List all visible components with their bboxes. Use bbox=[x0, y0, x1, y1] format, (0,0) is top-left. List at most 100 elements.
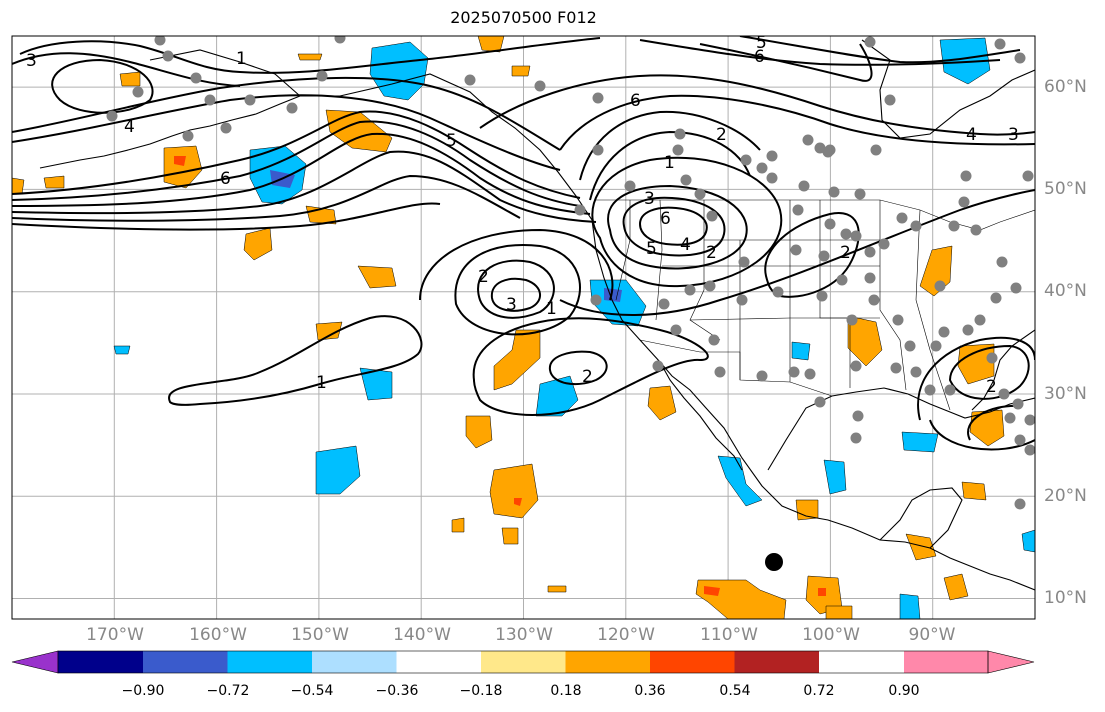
shaded-area bbox=[717, 455, 763, 507]
shaded-area bbox=[901, 431, 939, 453]
colorbar-segment bbox=[396, 651, 481, 673]
colorbar-segment bbox=[904, 651, 988, 673]
contour-label: 5 bbox=[446, 131, 457, 151]
shaded-area bbox=[315, 321, 343, 341]
shaded-area bbox=[174, 156, 186, 166]
station-marker bbox=[534, 80, 546, 92]
station-marker bbox=[804, 368, 816, 380]
station-marker bbox=[864, 246, 876, 258]
contour-line bbox=[589, 130, 751, 201]
station-marker bbox=[818, 250, 830, 262]
contour-label: 4 bbox=[966, 125, 977, 145]
highlight-marker bbox=[765, 553, 783, 571]
station-marker bbox=[316, 70, 328, 82]
contour-line bbox=[454, 244, 581, 336]
station-marker bbox=[772, 286, 784, 298]
shaded-area bbox=[477, 36, 505, 53]
state-border bbox=[879, 200, 907, 391]
shaded-area bbox=[905, 533, 937, 561]
lat-label: 30°N bbox=[1044, 384, 1087, 404]
station-marker bbox=[798, 180, 810, 192]
colorbar-tick: −0.54 bbox=[290, 683, 334, 699]
station-marker bbox=[970, 224, 982, 236]
contour-line bbox=[559, 94, 1035, 151]
lat-label: 40°N bbox=[1044, 281, 1087, 301]
contour-line bbox=[472, 317, 709, 416]
shaded-area bbox=[514, 498, 522, 506]
shaded-area bbox=[113, 345, 131, 355]
contour-line bbox=[168, 315, 423, 406]
shaded-area bbox=[704, 586, 720, 596]
shaded-area bbox=[795, 499, 819, 521]
coastline-hudson bbox=[861, 39, 1035, 139]
shaded-area bbox=[359, 367, 393, 401]
contour-line bbox=[12, 150, 597, 223]
station-marker bbox=[190, 72, 202, 84]
coastline-alaska-peninsula bbox=[39, 95, 301, 169]
shaded-area bbox=[825, 605, 853, 619]
contour-line bbox=[12, 132, 591, 215]
station-marker bbox=[836, 274, 848, 286]
colorbar-tick: 0.72 bbox=[803, 683, 835, 699]
station-marker bbox=[802, 134, 814, 146]
shaded-area bbox=[647, 385, 677, 421]
colorbar-segment bbox=[312, 651, 397, 673]
lon-label: 120°W bbox=[597, 625, 655, 645]
shaded-area bbox=[489, 463, 539, 519]
graticule bbox=[12, 36, 1035, 619]
contour-line bbox=[967, 404, 1021, 441]
contour-label: 6 bbox=[220, 169, 231, 189]
contour-label: 3 bbox=[506, 295, 517, 315]
contour-line bbox=[479, 74, 1035, 136]
contour-line bbox=[419, 228, 614, 301]
colorbar-segment bbox=[227, 651, 312, 673]
station-marker bbox=[958, 196, 970, 208]
contour-label: 1 bbox=[316, 373, 327, 393]
colorbar-segment bbox=[58, 651, 143, 673]
shaded-area bbox=[501, 527, 519, 545]
station-marker bbox=[220, 122, 232, 134]
shaded-area bbox=[451, 517, 465, 533]
lon-label: 110°W bbox=[700, 625, 758, 645]
station-marker bbox=[814, 396, 826, 408]
station-marker bbox=[822, 146, 834, 158]
station-marker bbox=[878, 238, 890, 250]
coastline-east bbox=[971, 329, 1035, 411]
colorbar-tick: −0.36 bbox=[375, 683, 419, 699]
station-marker bbox=[846, 314, 858, 326]
station-marker bbox=[592, 92, 604, 104]
lon-label: 170°W bbox=[86, 625, 144, 645]
shaded-area bbox=[357, 265, 397, 289]
contour-label: 1 bbox=[664, 153, 675, 173]
shaded-area bbox=[325, 109, 393, 153]
station-marker bbox=[850, 360, 862, 372]
contour-label: 2 bbox=[706, 243, 717, 263]
shaded-area bbox=[939, 37, 991, 85]
shaded-area bbox=[791, 341, 811, 361]
shaded-area bbox=[119, 71, 141, 87]
contour-line bbox=[622, 196, 726, 257]
colorbar-segment bbox=[565, 651, 650, 673]
station-marker bbox=[704, 280, 716, 292]
station-marker bbox=[658, 298, 670, 310]
station-marker bbox=[1014, 434, 1026, 446]
contour-line bbox=[739, 36, 1021, 64]
contour-label: 5 bbox=[646, 239, 657, 259]
contour-line bbox=[12, 174, 521, 222]
station-marker bbox=[996, 256, 1008, 268]
station-marker bbox=[854, 188, 866, 200]
shaded-area bbox=[535, 375, 579, 417]
contour-label: 1 bbox=[236, 49, 247, 69]
colorbar bbox=[11, 650, 1035, 674]
station-marker bbox=[790, 244, 802, 256]
contour-line bbox=[12, 52, 241, 87]
lon-label: 130°W bbox=[495, 625, 553, 645]
contour-line bbox=[559, 189, 1035, 316]
station-marker bbox=[938, 326, 950, 338]
station-marker bbox=[766, 172, 778, 184]
contour-label: 2 bbox=[840, 243, 851, 263]
contour-label: 6 bbox=[630, 91, 641, 111]
contour-label: 3 bbox=[644, 189, 655, 209]
station-marker bbox=[464, 74, 476, 86]
colorbar-extend-low bbox=[11, 650, 59, 674]
